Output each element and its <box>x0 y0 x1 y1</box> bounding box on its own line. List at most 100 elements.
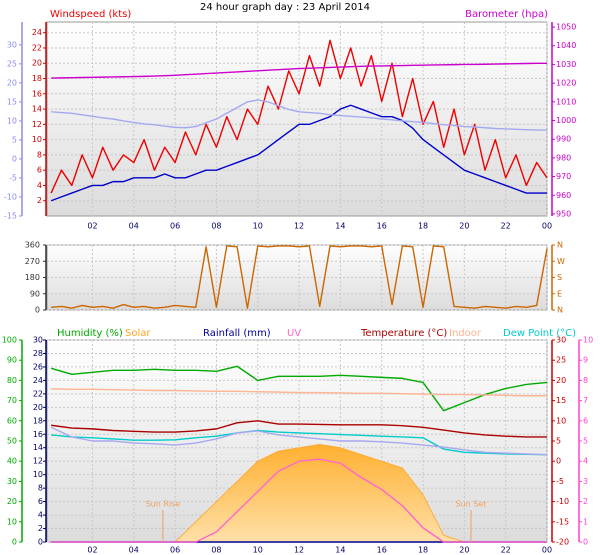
x-tick-label: 04 <box>129 546 139 555</box>
x-tick-label: 02 <box>87 546 97 555</box>
x-tick-label: 20 <box>459 222 469 231</box>
x-tick-label: 10 <box>253 546 263 555</box>
x-tick-label: 18 <box>418 546 428 555</box>
x-tick-label: 06 <box>170 222 180 231</box>
y-tick-label: 60 <box>7 416 17 425</box>
annotation: Sun Set <box>456 500 487 509</box>
line <box>51 62 547 79</box>
x-tick-label: 06 <box>170 546 180 555</box>
y-tick-label: -10 <box>4 192 17 201</box>
line <box>50 39 548 194</box>
y-tick-label: 2 <box>583 497 588 506</box>
line <box>51 458 547 543</box>
y-tick-label: 6 <box>37 166 42 175</box>
legend-label: Temperature (°C) <box>360 328 447 339</box>
y-tick-label: 5 <box>12 135 17 144</box>
y-tick-label: W <box>557 257 565 266</box>
y-tick-label: 1030 <box>556 60 576 69</box>
y-tick-label: 100 <box>2 336 17 345</box>
line <box>51 99 547 131</box>
y-tick-label: 4 <box>38 511 43 520</box>
y-tick-label: 9 <box>583 356 588 365</box>
x-tick-label: 02 <box>87 222 97 231</box>
y-tick-label: -15 <box>556 517 569 526</box>
y-tick-label: 28 <box>33 349 43 358</box>
y-tick-label: 20 <box>556 376 566 385</box>
y-tick-label: -10 <box>556 497 569 506</box>
x-tick-label: 16 <box>377 222 387 231</box>
y-tick-label: 30 <box>33 336 43 345</box>
line <box>50 104 547 202</box>
y-tick-label: 10 <box>32 135 42 144</box>
plot-area <box>46 21 548 217</box>
y-tick-label: 4 <box>37 181 42 190</box>
y-tick-label: 22 <box>32 43 42 52</box>
y-tick-label: 10 <box>7 517 17 526</box>
y-tick-label: 990 <box>556 135 571 144</box>
line <box>51 245 548 309</box>
y-tick-label: 0 <box>12 154 17 163</box>
y-tick-label: 15 <box>556 396 566 405</box>
x-tick-label: 12 <box>294 546 304 555</box>
y-tick-label: 6 <box>583 416 588 425</box>
y-tick-label: 1040 <box>556 41 576 50</box>
y-tick-label: 0 <box>583 538 588 547</box>
y-tick-label: 10 <box>556 416 566 425</box>
y-tick-label: -15 <box>4 212 17 221</box>
y-tick-label: 960 <box>556 191 571 200</box>
x-tick-label: 04 <box>129 222 139 231</box>
y-tick-label: 20 <box>7 497 17 506</box>
y-tick-label: 360 <box>25 241 40 250</box>
y-tick-label: 4 <box>583 457 588 466</box>
x-tick-label: 00 <box>542 222 552 231</box>
y-tick-label: 80 <box>7 376 17 385</box>
x-tick-label: 08 <box>211 546 221 555</box>
y-tick-label: 14 <box>33 443 43 452</box>
legend-label: UV <box>287 328 301 339</box>
legend-label: Indoor <box>449 328 482 339</box>
y-tick-label: 2 <box>38 524 43 533</box>
y-tick-label: 70 <box>7 396 17 405</box>
y-tick-label: 90 <box>30 289 40 298</box>
x-tick-label: 14 <box>335 222 345 231</box>
y-tick-label: 950 <box>556 209 571 218</box>
y-tick-label: 8 <box>38 484 43 493</box>
legend-label: Barometer (hpa) <box>465 9 548 20</box>
y-tick-label: 24 <box>33 376 43 385</box>
y-tick-label: 12 <box>32 120 42 129</box>
y-tick-label: N <box>557 241 563 250</box>
y-tick-label: 25 <box>556 356 566 365</box>
line <box>50 426 548 456</box>
y-tick-label: 0 <box>556 457 561 466</box>
annotation: Sun Rise <box>146 500 181 509</box>
line <box>50 365 548 412</box>
x-tick-label: 18 <box>418 222 428 231</box>
y-tick-label: 10 <box>7 116 17 125</box>
y-tick-label: 5 <box>556 437 561 446</box>
y-tick-label: N <box>557 306 563 315</box>
y-tick-label: 50 <box>7 437 17 446</box>
y-tick-label: 20 <box>7 78 17 87</box>
y-tick-label: 25 <box>7 59 17 68</box>
y-tick-label: 2 <box>37 196 42 205</box>
y-tick-label: 30 <box>556 336 566 345</box>
y-tick-label: 0 <box>35 306 40 315</box>
y-tick-label: 270 <box>25 257 40 266</box>
y-tick-label: 20 <box>32 59 42 68</box>
x-tick-label: 22 <box>501 222 511 231</box>
y-tick-label: 20 <box>33 403 43 412</box>
y-tick-label: S <box>557 273 562 282</box>
x-tick-label: 16 <box>377 546 387 555</box>
y-tick-label: 5 <box>583 437 588 446</box>
y-tick-label: 8 <box>37 150 42 159</box>
y-tick-label: 26 <box>33 362 43 371</box>
y-tick-label: 10 <box>33 470 43 479</box>
y-tick-label: 14 <box>32 105 42 114</box>
x-tick-label: 20 <box>459 546 469 555</box>
y-tick-label: E <box>557 289 562 298</box>
y-tick-label: 0 <box>38 538 43 547</box>
x-tick-label: 14 <box>335 546 345 555</box>
y-tick-label: 970 <box>556 172 571 181</box>
y-tick-label: -5 <box>9 173 17 182</box>
